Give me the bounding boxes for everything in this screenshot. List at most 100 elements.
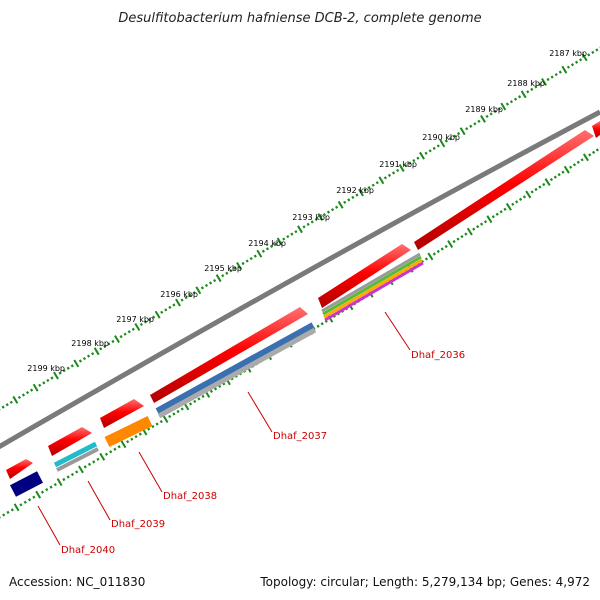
minor-tick bbox=[408, 161, 412, 165]
minor-tick bbox=[245, 259, 249, 263]
minor-tick bbox=[396, 168, 400, 173]
gene-label[interactable]: Dhaf_2036 bbox=[411, 350, 465, 361]
minor-tick bbox=[208, 281, 213, 285]
minor-tick bbox=[70, 364, 74, 368]
map-title: Desulfitobacterium hafniense DCB-2, comp… bbox=[118, 11, 481, 26]
leader-line bbox=[384, 311, 411, 351]
minor-tick bbox=[49, 485, 53, 489]
minor-tick bbox=[322, 212, 326, 217]
minor-tick bbox=[92, 460, 96, 464]
kbp-label: 2194 kbp bbox=[248, 239, 286, 248]
minor-tick bbox=[503, 207, 507, 211]
major-tick bbox=[520, 90, 527, 99]
minor-tick bbox=[538, 82, 542, 87]
minor-tick bbox=[184, 296, 188, 300]
minor-tick bbox=[134, 435, 138, 439]
minor-tick bbox=[201, 394, 205, 398]
major-tick bbox=[120, 440, 127, 449]
minor-tick bbox=[477, 119, 481, 123]
gene-bar bbox=[322, 255, 422, 316]
leader-line bbox=[37, 505, 61, 546]
minor-tick bbox=[192, 291, 196, 295]
minor-tick bbox=[269, 244, 274, 248]
minor-tick bbox=[111, 339, 115, 344]
major-tick bbox=[195, 286, 202, 295]
minor-tick bbox=[147, 427, 151, 431]
leader-line bbox=[87, 480, 111, 521]
minor-tick bbox=[45, 488, 49, 492]
major-tick bbox=[78, 465, 84, 474]
minor-tick bbox=[168, 305, 172, 310]
minor-tick bbox=[66, 366, 70, 370]
major-tick bbox=[215, 274, 222, 283]
gene-bar bbox=[157, 327, 317, 419]
minor-tick bbox=[436, 144, 440, 148]
minor-tick bbox=[104, 452, 109, 456]
minor-tick bbox=[143, 320, 148, 324]
gene-label[interactable]: Dhaf_2037 bbox=[273, 431, 327, 442]
major-tick bbox=[419, 151, 425, 160]
leader-line bbox=[247, 391, 273, 433]
minor-tick bbox=[221, 274, 225, 278]
minor-tick bbox=[38, 383, 42, 387]
minor-tick bbox=[436, 249, 440, 254]
minor-tick bbox=[574, 60, 579, 64]
minor-tick bbox=[253, 254, 257, 258]
minor-tick bbox=[233, 266, 237, 270]
minor-tick bbox=[50, 376, 54, 380]
minor-tick bbox=[460, 234, 464, 239]
minor-tick bbox=[19, 503, 23, 507]
major-tick bbox=[447, 240, 454, 248]
major-tick bbox=[459, 127, 466, 136]
gene-label[interactable]: Dhaf_2039 bbox=[111, 519, 165, 530]
major-tick bbox=[162, 415, 169, 423]
kbp-label: 2195 kbp bbox=[204, 264, 242, 273]
minor-tick bbox=[511, 202, 515, 206]
minor-tick bbox=[534, 187, 538, 192]
minor-tick bbox=[469, 124, 473, 128]
minor-tick bbox=[188, 293, 192, 297]
minor-tick bbox=[554, 72, 558, 77]
minor-tick bbox=[483, 220, 488, 224]
minor-tick bbox=[127, 330, 131, 334]
minor-tick bbox=[476, 225, 480, 229]
minor-tick bbox=[204, 283, 209, 288]
minor-tick bbox=[343, 200, 347, 204]
minor-tick bbox=[363, 188, 367, 192]
minor-tick bbox=[40, 490, 45, 494]
gene-dhaf-2037-bars bbox=[155, 322, 317, 419]
gene-bar bbox=[323, 258, 423, 319]
minor-tick bbox=[491, 215, 495, 219]
minor-tick bbox=[335, 205, 339, 209]
gene-label[interactable]: Dhaf_2038 bbox=[163, 491, 217, 502]
minor-tick bbox=[5, 403, 9, 407]
minor-tick bbox=[294, 230, 298, 234]
major-tick bbox=[32, 383, 39, 392]
gene-bar bbox=[321, 252, 421, 313]
minor-tick bbox=[367, 186, 371, 190]
major-tick bbox=[93, 347, 100, 356]
major-tick bbox=[505, 202, 512, 211]
gene-label[interactable]: Dhaf_2040 bbox=[61, 545, 115, 556]
major-tick bbox=[378, 176, 385, 185]
minor-tick bbox=[58, 371, 62, 375]
minor-tick bbox=[464, 232, 468, 236]
minor-tick bbox=[505, 102, 509, 106]
major-tick bbox=[582, 153, 589, 162]
minor-tick bbox=[1, 405, 5, 409]
minor-tick bbox=[371, 183, 375, 187]
minor-tick bbox=[218, 384, 222, 388]
minor-tick bbox=[164, 308, 168, 312]
minor-tick bbox=[200, 286, 204, 290]
minor-tick bbox=[130, 437, 134, 441]
minor-tick bbox=[159, 419, 163, 424]
kbp-label: 2193 kbp bbox=[292, 213, 330, 222]
minor-tick bbox=[6, 510, 10, 514]
minor-tick bbox=[126, 440, 130, 444]
minor-tick bbox=[444, 139, 448, 143]
minor-tick bbox=[75, 470, 79, 474]
major-tick bbox=[525, 190, 532, 199]
minor-tick bbox=[172, 412, 176, 416]
major-tick bbox=[35, 490, 42, 499]
minor-tick bbox=[530, 190, 534, 194]
